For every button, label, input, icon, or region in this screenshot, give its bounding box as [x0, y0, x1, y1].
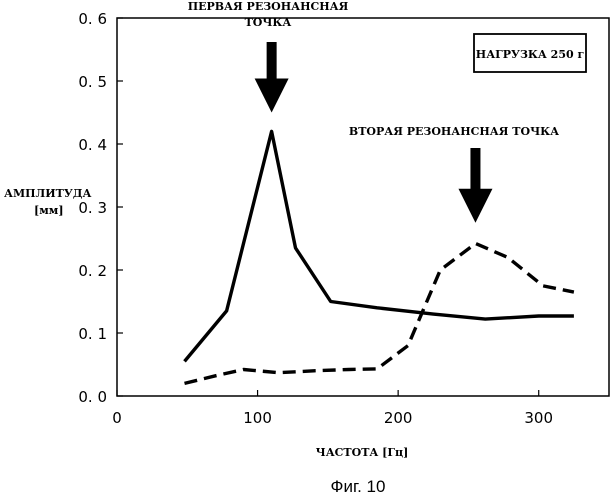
y-tick-label-2: 0. 2: [78, 262, 107, 280]
y-axis-label-line-1: АМПЛИТУДА: [4, 187, 92, 200]
annotation-2-line-1: ВТОРАЯ РЕЗОНАНСНАЯ ТОЧКА: [349, 125, 559, 138]
annotation-1-arrow-shaft: [266, 42, 277, 80]
series-layer: [183, 129, 575, 386]
x-axis-ticks: 0 100 200 300: [112, 390, 553, 427]
x-tick-label-2: 200: [384, 409, 413, 427]
x-tick-label-0: 0: [112, 409, 122, 427]
load-box-text: НАГРУЗКА 250 г: [476, 48, 585, 61]
annotation-layer: ПЕРВАЯ РЕЗОНАНСНАЯ ТОЧКА ВТОРАЯ РЕЗОНАНСНА…: [188, 0, 559, 223]
figure-caption: Фиг. 10: [331, 477, 386, 496]
y-tick-label-0: 0. 0: [78, 388, 107, 406]
load-box: [473, 33, 587, 73]
annotation-2-arrow-shaft: [470, 148, 481, 190]
y-tick-label-1: 0. 1: [78, 325, 107, 343]
x-axis-label: ЧАСТОТА [Гц]: [316, 446, 409, 459]
annotation-1-line-1: ПЕРВАЯ РЕЗОНАНСНАЯ: [188, 0, 349, 13]
y-tick-label-6: 0. 6: [78, 10, 107, 28]
y-tick-label-5: 0. 5: [78, 73, 107, 91]
y-axis-label-line-2: [мм]: [34, 204, 64, 217]
plot-frame: [116, 17, 610, 397]
y-tick-label-3: 0. 3: [78, 199, 107, 217]
annotation-1-line-2: ТОЧКА: [245, 16, 292, 29]
y-tick-label-4: 0. 4: [78, 136, 107, 154]
x-tick-label-1: 100: [243, 409, 272, 427]
annotation-2-arrow-head: [458, 188, 493, 223]
solid-series-line: [183, 129, 574, 363]
annotation-1-arrow-head: [254, 78, 289, 113]
x-tick-label-3: 300: [524, 409, 553, 427]
dashed-series-line: [184, 241, 575, 386]
y-axis-ticks: 0. 0 0. 1 0. 2 0. 3 0. 4 0. 5 0. 6: [78, 10, 123, 406]
